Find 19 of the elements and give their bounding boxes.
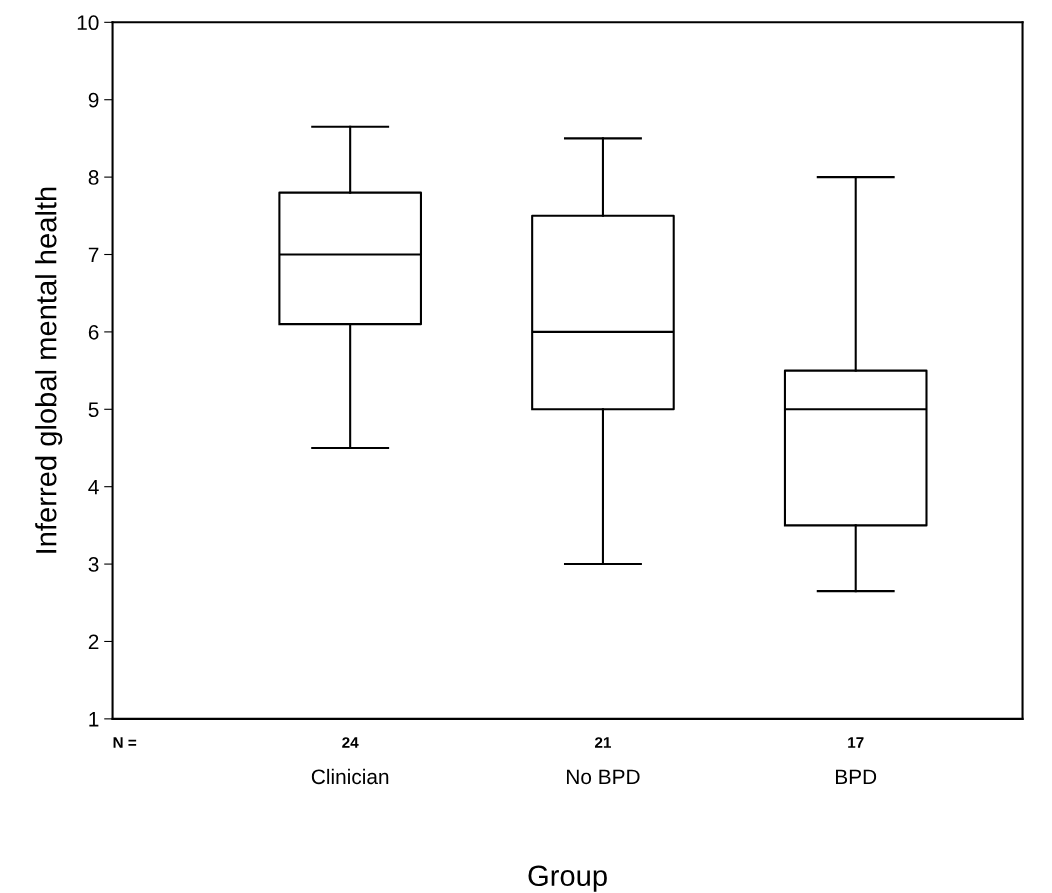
y-tick-label: 1 (89, 712, 99, 727)
y-tick-label: 2 (88, 634, 99, 650)
x-tick-label: BPD (836, 769, 877, 784)
y-tick-label: 6 (88, 324, 99, 340)
y-axis-title: Inferred global mental health (35, 187, 63, 553)
text: 17 (848, 737, 864, 748)
text: N = (113, 737, 137, 748)
y-tick-label: 7 (88, 247, 99, 263)
y-tick-label: 8 (88, 170, 99, 185)
text: 24 (342, 737, 359, 748)
y-tick-label: 5 (88, 402, 99, 418)
y-tick-label: 4 (88, 479, 99, 495)
y-tick-label: 9 (88, 92, 99, 108)
y-tick-label: 3 (88, 557, 99, 572)
x-tick-label: No BPD (567, 769, 640, 785)
y-tick-label: 10 (77, 15, 99, 31)
x-axis-title: Group (528, 865, 607, 892)
text: 21 (594, 737, 612, 748)
x-tick-label: Clinician (311, 768, 389, 785)
